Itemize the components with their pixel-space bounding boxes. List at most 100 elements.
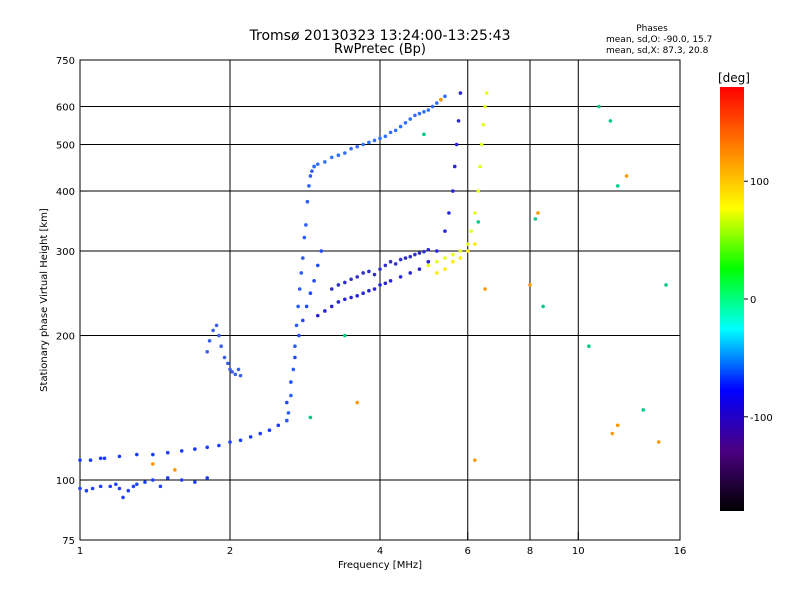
data-point xyxy=(343,333,347,338)
data-point xyxy=(193,447,197,451)
colorbar-label: [deg] xyxy=(718,71,750,85)
data-point xyxy=(299,271,304,275)
data-point xyxy=(398,124,403,129)
data-point xyxy=(297,333,301,338)
data-point xyxy=(126,488,131,493)
data-point xyxy=(205,445,209,450)
data-point xyxy=(383,281,388,286)
phases-heading: Phases xyxy=(636,24,668,34)
data-point xyxy=(355,400,359,405)
data-point xyxy=(473,458,477,462)
data-point xyxy=(302,235,307,240)
data-point xyxy=(408,271,413,275)
data-point xyxy=(90,486,95,491)
data-point xyxy=(134,452,139,457)
data-point xyxy=(291,367,296,372)
data-point xyxy=(417,267,422,271)
data-point xyxy=(417,251,422,255)
data-point xyxy=(165,450,170,455)
data-point xyxy=(403,120,408,125)
data-point xyxy=(426,259,431,264)
data-point xyxy=(296,304,300,309)
data-point xyxy=(228,367,232,372)
data-point xyxy=(343,280,347,285)
data-point xyxy=(329,287,334,291)
data-point xyxy=(294,323,299,328)
data-point xyxy=(315,162,320,166)
data-point xyxy=(434,101,439,105)
data-point xyxy=(297,287,302,291)
data-point xyxy=(284,400,289,405)
data-point xyxy=(664,283,668,287)
data-point xyxy=(624,174,629,178)
data-point xyxy=(293,355,297,360)
data-point xyxy=(355,293,359,298)
data-point xyxy=(88,458,93,462)
y-tick-label: 300 xyxy=(56,247,75,258)
y-axis: 75 100 200 300 400 500 600 750 xyxy=(56,56,88,547)
data-point xyxy=(355,144,359,149)
data-point xyxy=(403,256,408,260)
data-point xyxy=(329,304,334,309)
data-point xyxy=(108,484,113,489)
data-point xyxy=(349,277,353,282)
data-point xyxy=(451,259,455,264)
data-point xyxy=(323,160,327,164)
data-point xyxy=(367,140,371,145)
data-point xyxy=(469,229,474,233)
y-tick-label: 200 xyxy=(56,332,75,343)
data-point xyxy=(78,486,82,491)
data-point xyxy=(451,189,455,193)
data-point xyxy=(372,272,377,277)
data-point xyxy=(481,122,486,127)
data-point xyxy=(372,287,377,291)
data-points xyxy=(78,91,668,500)
data-point xyxy=(408,117,413,121)
phases-line-x: mean, sd,X: 87.3, 20.8 xyxy=(606,46,709,56)
data-point xyxy=(478,164,482,169)
data-point xyxy=(426,247,431,252)
data-point xyxy=(615,423,620,428)
data-point xyxy=(343,151,347,155)
phases-line-o: mean, sd,O: -90.0, 15.7 xyxy=(606,35,712,45)
data-point xyxy=(383,134,388,139)
data-point xyxy=(458,256,463,260)
x-tick-label: 6 xyxy=(465,546,471,557)
data-point xyxy=(367,269,371,274)
data-point xyxy=(398,257,403,262)
data-point xyxy=(121,495,125,500)
data-point xyxy=(238,438,243,443)
data-point xyxy=(483,104,487,109)
data-point xyxy=(447,211,451,215)
data-point xyxy=(308,291,313,296)
data-point xyxy=(641,408,646,412)
data-point xyxy=(134,482,139,487)
x-tick-label: 2 xyxy=(227,546,233,557)
data-point xyxy=(443,94,447,99)
data-point xyxy=(323,309,327,313)
data-point xyxy=(465,242,470,246)
data-point xyxy=(319,249,324,253)
data-point xyxy=(84,488,89,493)
data-point xyxy=(349,295,353,300)
data-point xyxy=(301,256,305,260)
data-point xyxy=(417,111,422,116)
phases-box: Phases mean, sd,O: -90.0, 15.7 mean, sd,… xyxy=(606,24,712,56)
data-point xyxy=(267,428,272,433)
data-point xyxy=(458,249,463,253)
data-point xyxy=(361,142,365,147)
data-point xyxy=(536,211,540,215)
colorbar-tick-label: 100 xyxy=(750,177,769,188)
data-point xyxy=(226,361,230,366)
data-point xyxy=(312,164,316,169)
x-tick-label: 4 xyxy=(377,546,383,557)
data-point xyxy=(422,249,426,254)
x-tick-label: 1 xyxy=(77,546,83,557)
data-point xyxy=(458,91,463,95)
data-point xyxy=(378,136,382,141)
colorbar-tick-label: -100 xyxy=(750,413,773,424)
data-point xyxy=(315,263,320,268)
data-point xyxy=(473,211,477,215)
data-point xyxy=(483,287,487,291)
